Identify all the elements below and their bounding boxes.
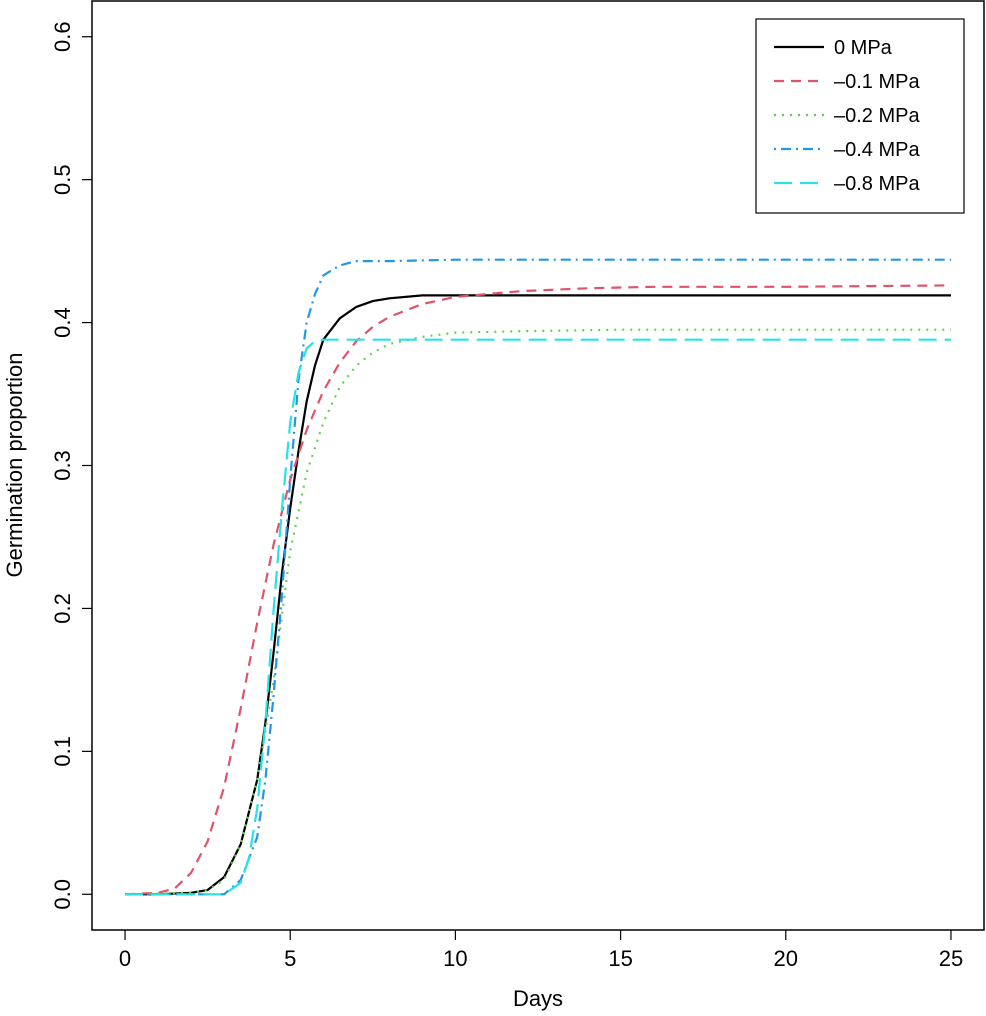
series-line-1: [124, 284, 952, 896]
series-line-2: [124, 328, 951, 896]
x-tick-label: 0: [119, 946, 131, 971]
x-tick-label: 10: [443, 946, 467, 971]
y-tick-label: 0.4: [50, 307, 75, 338]
y-axis: 0.0 0.1 0.2 0.3 0.4 0.5 0.6: [50, 21, 92, 910]
y-axis-title: Germination proportion: [2, 352, 27, 577]
y-tick-label: 0.5: [50, 164, 75, 195]
x-axis: 0 5 10 15 20 25: [119, 930, 963, 971]
y-tick-label: 0.0: [50, 879, 75, 910]
x-tick-label: 5: [284, 946, 296, 971]
x-tick-label: 25: [939, 946, 963, 971]
x-tick-label: 20: [774, 946, 798, 971]
legend-label-3: –0.4 MPa: [834, 139, 920, 161]
x-tick-label: 15: [608, 946, 632, 971]
legend: 0 MPa –0.1 MPa –0.2 MPa –0.4 MPa –0.8 MPa: [755, 18, 965, 214]
series-layer: [124, 258, 952, 896]
y-tick-label: 0.2: [50, 593, 75, 624]
x-axis-title: Days: [513, 986, 563, 1011]
legend-label-0: 0 MPa: [834, 37, 893, 59]
y-tick-label: 0.3: [50, 450, 75, 481]
legend-label-2: –0.2 MPa: [834, 105, 920, 127]
y-tick-label: 0.1: [50, 736, 75, 767]
series-line-3: [125, 258, 951, 896]
legend-label-1: –0.1 MPa: [834, 71, 920, 93]
legend-label-4: –0.8 MPa: [834, 173, 920, 195]
y-tick-label: 0.6: [50, 21, 75, 52]
series-line-0: [125, 294, 951, 896]
series-line-4: [125, 338, 951, 896]
